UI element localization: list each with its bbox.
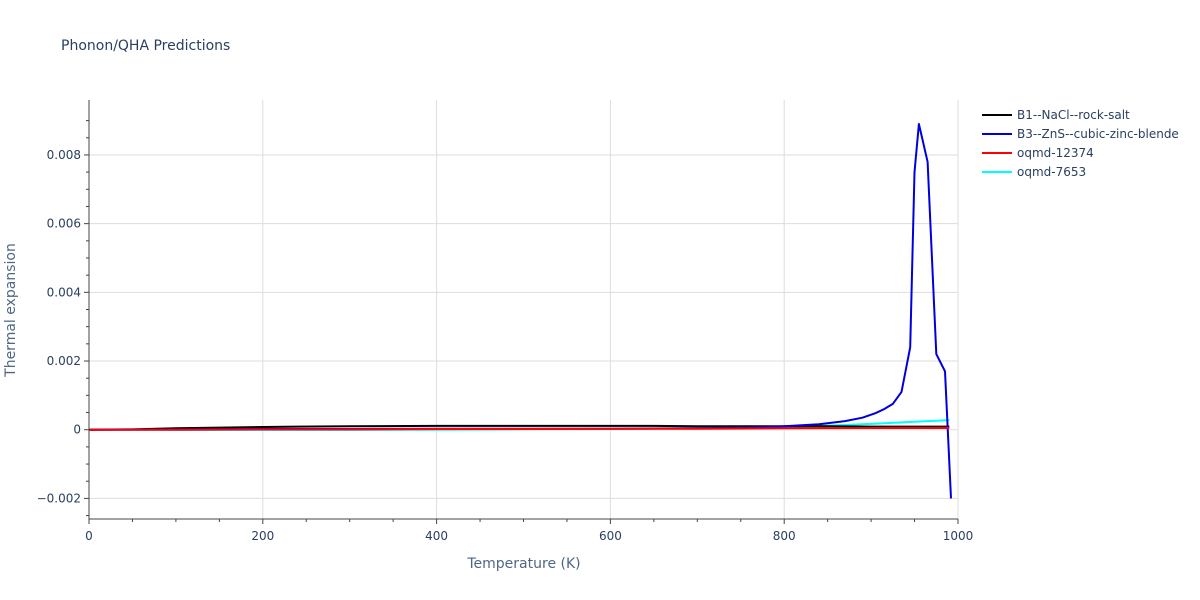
y-tick-label: 0.008 (47, 148, 81, 162)
legend[interactable]: B1--NaCl--rock-salt B3--ZnS--cubic-zinc-b… (982, 108, 1179, 179)
grid (88, 100, 959, 519)
series-line-1 (88, 123, 952, 499)
legend-label[interactable]: B3--ZnS--cubic-zinc-blende (1017, 127, 1179, 141)
x-tick-label: 800 (773, 529, 796, 543)
x-tick-label: 0 (85, 529, 93, 543)
x-tick-label: 200 (251, 529, 274, 543)
legend-label[interactable]: B1--NaCl--rock-salt (1017, 108, 1130, 122)
y-tick-label: 0.006 (47, 217, 81, 231)
axes: 0 200 400 600 800 1000 −0.002 0 0.002 0.004 0.006 0… (37, 100, 974, 543)
legend-label[interactable]: oqmd-12374 (1017, 146, 1094, 160)
x-tick-label: 400 (425, 529, 448, 543)
x-tick-label: 1000 (943, 529, 974, 543)
legend-label[interactable]: oqmd-7653 (1017, 165, 1086, 179)
series-line-2 (89, 427, 950, 431)
series-layer (88, 123, 952, 499)
series-line-0 (88, 424, 950, 431)
chart-title: Phonon/QHA Predictions (61, 38, 230, 54)
y-axis-title: Thermal expansion (3, 243, 19, 378)
y-tick-label: 0.002 (47, 354, 81, 368)
y-tick-label: −0.002 (37, 491, 81, 505)
x-tick-label: 600 (599, 529, 622, 543)
y-tick-label: 0 (73, 423, 81, 437)
y-tick-label: 0.004 (47, 285, 81, 299)
x-axis-title: Temperature (K) (466, 556, 580, 572)
